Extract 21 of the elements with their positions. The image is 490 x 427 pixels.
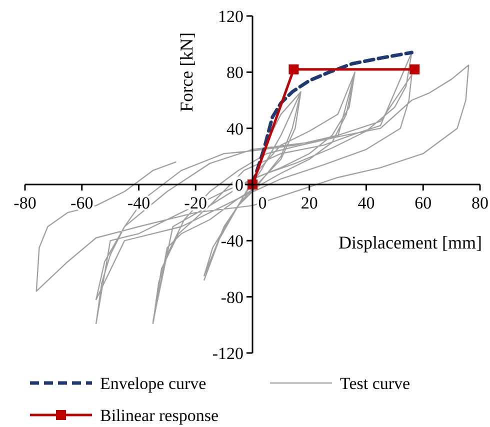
x-tick-label: -20 (184, 194, 207, 212)
y-tick-label: 80 (226, 63, 244, 82)
legend-label: Test curve (340, 374, 410, 393)
legend-label: Envelope curve (100, 374, 206, 393)
x-tick-label: 40 (358, 194, 375, 212)
y-tick-label: -120 (212, 344, 244, 363)
x-tick-label: -40 (127, 194, 150, 212)
x-tick-label: 20 (300, 194, 318, 212)
x-axis-title: Displacement [mm] (338, 232, 482, 253)
legend-label: Bilinear response (100, 406, 218, 425)
y-tick-label: -40 (220, 232, 244, 251)
y-tick-label: -80 (220, 288, 244, 307)
x-tick-label: 60 (414, 194, 432, 212)
y-tick-label: 0 (235, 176, 244, 194)
x-tick-label: -80 (14, 194, 36, 212)
y-axis-title: Force [kN] (176, 32, 196, 112)
x-tick-label: -60 (70, 194, 94, 212)
x-tick-label: 80 (472, 194, 488, 212)
y-tick-label: 120 (218, 7, 244, 26)
y-tick-label: 40 (226, 119, 244, 138)
x-tick-label: 0 (258, 194, 267, 212)
